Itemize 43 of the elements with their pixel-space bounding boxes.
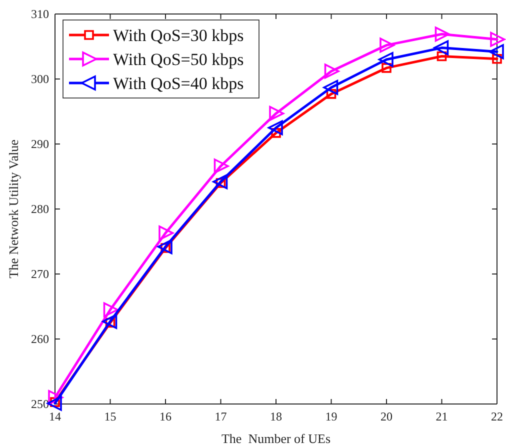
point xyxy=(382,63,392,73)
y-tick-label: 290 xyxy=(31,136,49,151)
x-tick-label: 21 xyxy=(436,410,448,424)
point xyxy=(158,226,174,241)
y-tick-label: 270 xyxy=(31,266,49,281)
x-tick-label: 20 xyxy=(380,410,392,424)
x-tick-label: 17 xyxy=(214,410,227,424)
point xyxy=(378,52,394,67)
point xyxy=(214,158,229,174)
x-tick-label: 14 xyxy=(49,410,61,424)
point xyxy=(269,106,284,121)
point xyxy=(102,314,118,329)
legend-label: With QoS=40 kbps xyxy=(113,74,244,93)
y-tick-label: 280 xyxy=(31,202,49,216)
point xyxy=(212,174,228,190)
point xyxy=(490,32,506,47)
point xyxy=(434,40,449,56)
x-tick-label: 16 xyxy=(160,410,172,424)
x-tick-label: 22 xyxy=(491,410,503,424)
x-tick-label: 18 xyxy=(270,410,282,424)
point xyxy=(380,38,395,53)
point xyxy=(46,396,62,411)
x-axis-title: The Number of UEs xyxy=(221,431,331,446)
legend-label: With QoS=50 kbps xyxy=(113,50,244,69)
y-tick-label: 310 xyxy=(31,6,49,21)
point xyxy=(434,26,450,42)
legend-label: With QoS=30 kbps xyxy=(113,26,244,45)
point xyxy=(492,54,502,64)
point xyxy=(268,120,283,136)
y-tick-label: 250 xyxy=(31,396,49,411)
point xyxy=(488,44,504,60)
point xyxy=(157,239,172,254)
point xyxy=(436,51,447,62)
x-tick-label: 15 xyxy=(104,410,116,424)
point xyxy=(271,128,281,138)
y-tick-label: 300 xyxy=(31,72,49,86)
point xyxy=(324,64,340,79)
y-tick-label: 260 xyxy=(31,332,49,346)
point xyxy=(103,302,118,318)
x-tick-label: 19 xyxy=(325,410,338,424)
point xyxy=(323,80,338,95)
y-axis-title: The Network Utility Value xyxy=(6,139,21,278)
point xyxy=(48,390,64,405)
